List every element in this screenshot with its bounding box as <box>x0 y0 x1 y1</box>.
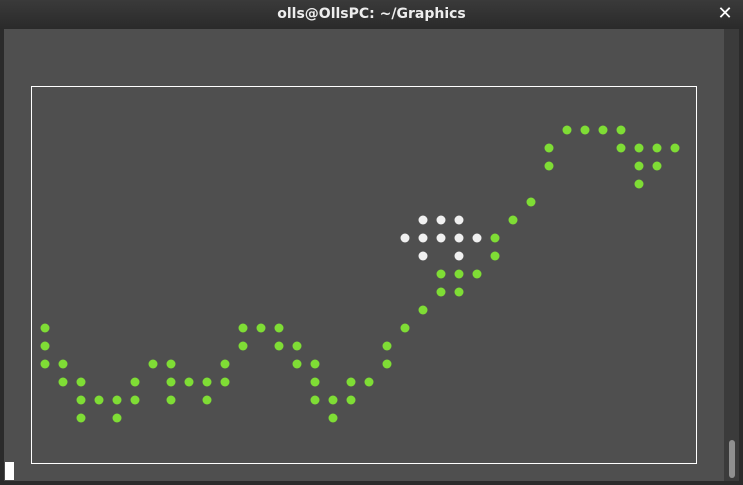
white-dot <box>454 233 464 243</box>
green-dot <box>436 287 446 297</box>
green-dot <box>184 377 194 387</box>
title-bar[interactable]: olls@OllsPC: ~/Graphics ✕ <box>0 0 743 29</box>
green-dot <box>562 125 572 135</box>
green-dot <box>112 395 122 405</box>
green-dot <box>310 359 320 369</box>
scrollbar[interactable] <box>724 29 739 481</box>
green-dot <box>346 395 356 405</box>
green-dot <box>310 377 320 387</box>
green-dot <box>400 323 410 333</box>
green-dot <box>112 413 122 423</box>
plot-frame <box>31 86 697 464</box>
green-dot <box>220 359 230 369</box>
green-dot <box>472 269 482 279</box>
green-dot <box>346 377 356 387</box>
close-icon[interactable]: ✕ <box>717 3 733 24</box>
green-dot <box>508 215 518 225</box>
green-dot <box>418 305 428 315</box>
green-dot <box>202 395 212 405</box>
green-dot <box>166 377 176 387</box>
green-dot <box>58 377 68 387</box>
white-dot <box>454 215 464 225</box>
green-dot <box>76 377 86 387</box>
green-dot <box>148 359 158 369</box>
green-dot <box>580 125 590 135</box>
green-dot <box>40 359 50 369</box>
green-dot <box>94 395 104 405</box>
green-dot <box>274 341 284 351</box>
green-dot <box>454 287 464 297</box>
green-dot <box>652 161 662 171</box>
white-dot <box>418 215 428 225</box>
white-dot <box>436 233 446 243</box>
green-dot <box>616 143 626 153</box>
green-dot <box>130 377 140 387</box>
green-dot <box>652 143 662 153</box>
green-dot <box>256 323 266 333</box>
white-dot <box>472 233 482 243</box>
window-bottom-edge <box>0 481 743 485</box>
green-dot <box>76 413 86 423</box>
green-dot <box>202 377 212 387</box>
white-dot <box>436 215 446 225</box>
green-dot <box>454 269 464 279</box>
green-dot <box>292 341 302 351</box>
green-dot <box>634 179 644 189</box>
green-dot <box>526 197 536 207</box>
window-title: olls@OllsPC: ~/Graphics <box>277 6 466 22</box>
green-dot <box>166 395 176 405</box>
green-dot <box>130 395 140 405</box>
green-dot <box>238 341 248 351</box>
green-dot <box>238 323 248 333</box>
white-dot <box>418 251 428 261</box>
green-dot <box>76 395 86 405</box>
green-dot <box>274 323 284 333</box>
green-dot <box>634 143 644 153</box>
green-dot <box>634 161 644 171</box>
green-dot <box>382 359 392 369</box>
green-dot <box>490 233 500 243</box>
green-dot <box>544 161 554 171</box>
white-dot <box>400 233 410 243</box>
green-dot <box>292 359 302 369</box>
text-cursor <box>5 462 14 480</box>
green-dot <box>490 251 500 261</box>
green-dot <box>166 359 176 369</box>
green-dot <box>40 323 50 333</box>
green-dot <box>436 269 446 279</box>
green-dot <box>328 413 338 423</box>
terminal-area[interactable] <box>4 29 724 481</box>
green-dot <box>616 125 626 135</box>
white-dot <box>454 251 464 261</box>
green-dot <box>58 359 68 369</box>
green-dot <box>670 143 680 153</box>
green-dot <box>328 395 338 405</box>
green-dot <box>310 395 320 405</box>
green-dot <box>382 341 392 351</box>
green-dot <box>544 143 554 153</box>
green-dot <box>40 341 50 351</box>
green-dot <box>220 377 230 387</box>
green-dot <box>598 125 608 135</box>
scrollbar-thumb[interactable] <box>729 440 735 478</box>
white-dot <box>418 233 428 243</box>
green-dot <box>364 377 374 387</box>
